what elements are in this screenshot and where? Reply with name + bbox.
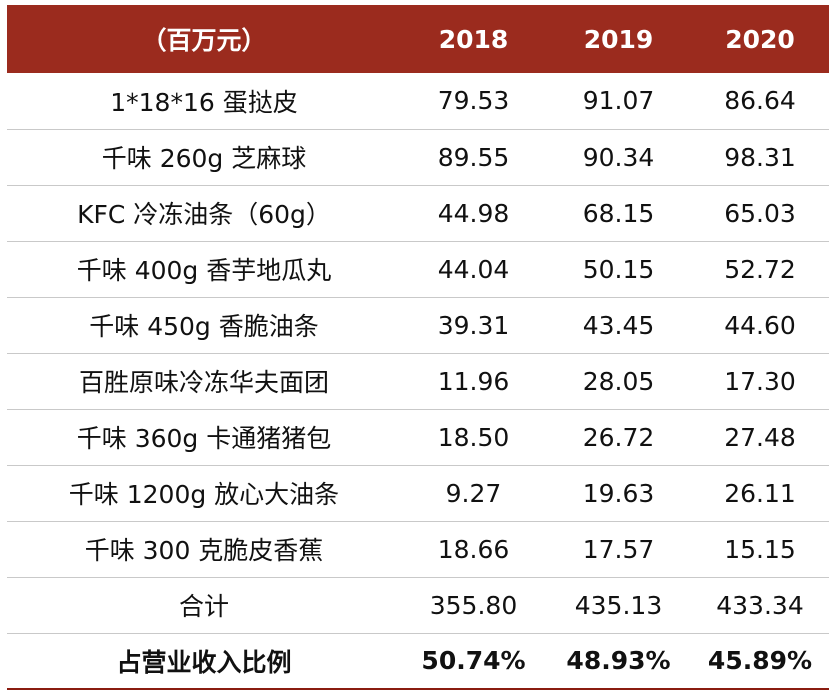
header-year-2019: 2019 xyxy=(583,24,654,54)
value-2020: 15.15 xyxy=(724,534,796,564)
table-row: 千味 1200g 放心大油条 9.27 19.63 26.11 xyxy=(7,465,829,521)
table-row: 千味 360g 卡通猪猪包 18.50 26.72 27.48 xyxy=(7,409,829,465)
value-2020: 98.31 xyxy=(724,142,796,172)
table-row: KFC 冷冻油条（60g） 44.98 68.15 65.03 xyxy=(7,185,829,241)
table-row: 1*18*16 蛋挞皮 79.53 91.07 86.64 xyxy=(7,73,829,129)
value-2020: 27.48 xyxy=(724,422,796,452)
header-year-2018: 2018 xyxy=(438,24,509,54)
value-2018: 44.04 xyxy=(437,254,510,284)
product-name: 1*18*16 蛋挞皮 xyxy=(110,87,298,117)
value-2018: 18.50 xyxy=(437,422,510,452)
table-body: 1*18*16 蛋挞皮 79.53 91.07 86.64 千味 260g 芝麻… xyxy=(7,73,829,689)
value-2019: 50.15 xyxy=(582,254,655,284)
value-2019: 19.63 xyxy=(582,478,655,508)
revenue-share-2018: 50.74% xyxy=(421,646,526,676)
table-row: 千味 400g 香芋地瓜丸 44.04 50.15 52.72 xyxy=(7,241,829,297)
header-row: （百万元） 2018 2019 2020 xyxy=(7,5,829,73)
value-2020: 26.11 xyxy=(724,478,796,508)
value-2018: 79.53 xyxy=(437,86,510,116)
value-2019: 26.72 xyxy=(582,422,655,452)
header-unit: （百万元） xyxy=(141,26,267,55)
table-row: 百胜原味冷冻华夫面团 11.96 28.05 17.30 xyxy=(7,353,829,409)
product-name: 千味 260g 芝麻球 xyxy=(101,144,307,173)
value-2018: 89.55 xyxy=(437,142,510,172)
value-2019: 91.07 xyxy=(582,86,655,116)
value-2020: 86.64 xyxy=(724,86,796,116)
value-2018: 39.31 xyxy=(437,310,510,340)
product-name: 千味 450g 香脆油条 xyxy=(89,312,319,341)
table-header: （百万元） 2018 2019 2020 xyxy=(7,5,829,73)
revenue-share-2019: 48.93% xyxy=(566,646,671,676)
value-2020: 52.72 xyxy=(724,254,796,284)
subtotal-2020: 433.34 xyxy=(716,590,804,620)
value-2018: 44.98 xyxy=(437,198,510,228)
product-name: 百胜原味冷冻华夫面团 xyxy=(78,368,329,397)
product-name: 千味 1200g 放心大油条 xyxy=(68,480,340,509)
subtotal-row: 合计 355.80 435.13 433.34 xyxy=(7,577,829,633)
value-2018: 18.66 xyxy=(437,534,510,564)
value-2019: 17.57 xyxy=(582,534,655,564)
subtotal-2019: 435.13 xyxy=(574,590,663,620)
product-revenue-table: （百万元） 2018 2019 2020 1*18*16 蛋挞皮 79.53 9… xyxy=(7,5,829,690)
subtotal-label: 合计 xyxy=(178,592,229,621)
value-2020: 44.60 xyxy=(724,310,796,340)
value-2018: 11.96 xyxy=(437,366,510,396)
table-row: 千味 450g 香脆油条 39.31 43.45 44.60 xyxy=(7,297,829,353)
value-2018: 9.27 xyxy=(445,478,502,508)
value-2019: 68.15 xyxy=(582,198,655,228)
product-name: KFC 冷冻油条（60g） xyxy=(77,200,331,229)
revenue-share-row: 占营业收入比例 50.74% 48.93% 45.89% xyxy=(7,633,829,689)
header-year-2020: 2020 xyxy=(725,24,795,54)
table-row: 千味 300 克脆皮香蕉 18.66 17.57 15.15 xyxy=(7,521,829,577)
product-name: 千味 400g 香芋地瓜丸 xyxy=(76,256,332,285)
subtotal-2018: 355.80 xyxy=(429,590,518,620)
table-row: 千味 260g 芝麻球 89.55 90.34 98.31 xyxy=(7,129,829,185)
value-2019: 90.34 xyxy=(582,142,655,172)
product-name: 千味 360g 卡通猪猪包 xyxy=(76,424,332,453)
value-2020: 65.03 xyxy=(724,198,796,228)
revenue-share-label: 占营业收入比例 xyxy=(116,647,292,677)
value-2020: 17.30 xyxy=(724,366,796,396)
product-name: 千味 300 克脆皮香蕉 xyxy=(84,536,324,565)
value-2019: 28.05 xyxy=(582,366,655,396)
revenue-share-2020: 45.89% xyxy=(707,646,813,676)
value-2019: 43.45 xyxy=(582,310,655,340)
